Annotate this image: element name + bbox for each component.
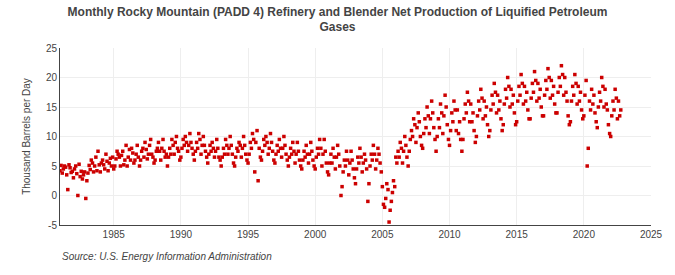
svg-text:2020: 2020	[573, 229, 596, 240]
svg-text:2000: 2000	[304, 229, 327, 240]
svg-text:5: 5	[51, 161, 57, 172]
svg-text:20: 20	[46, 72, 58, 83]
svg-text:1985: 1985	[103, 229, 126, 240]
svg-text:10: 10	[46, 131, 58, 142]
svg-text:1990: 1990	[170, 229, 193, 240]
svg-text:2025: 2025	[640, 229, 663, 240]
svg-text:1995: 1995	[237, 229, 260, 240]
svg-text:Monthly Rocky Mountain (PADD 4: Monthly Rocky Mountain (PADD 4) Refinery…	[68, 5, 608, 35]
svg-text:-5: -5	[48, 220, 57, 231]
svg-text:Source: U.S. Energy Informatio: Source: U.S. Energy Information Administ…	[62, 251, 272, 262]
svg-text:2010: 2010	[438, 229, 461, 240]
svg-text:2005: 2005	[371, 229, 394, 240]
svg-text:25: 25	[46, 43, 58, 54]
svg-text:0: 0	[51, 190, 57, 201]
svg-text:Thousand Barrels per Day: Thousand Barrels per Day	[21, 78, 32, 195]
svg-text:15: 15	[46, 102, 58, 113]
svg-text:2015: 2015	[506, 229, 529, 240]
